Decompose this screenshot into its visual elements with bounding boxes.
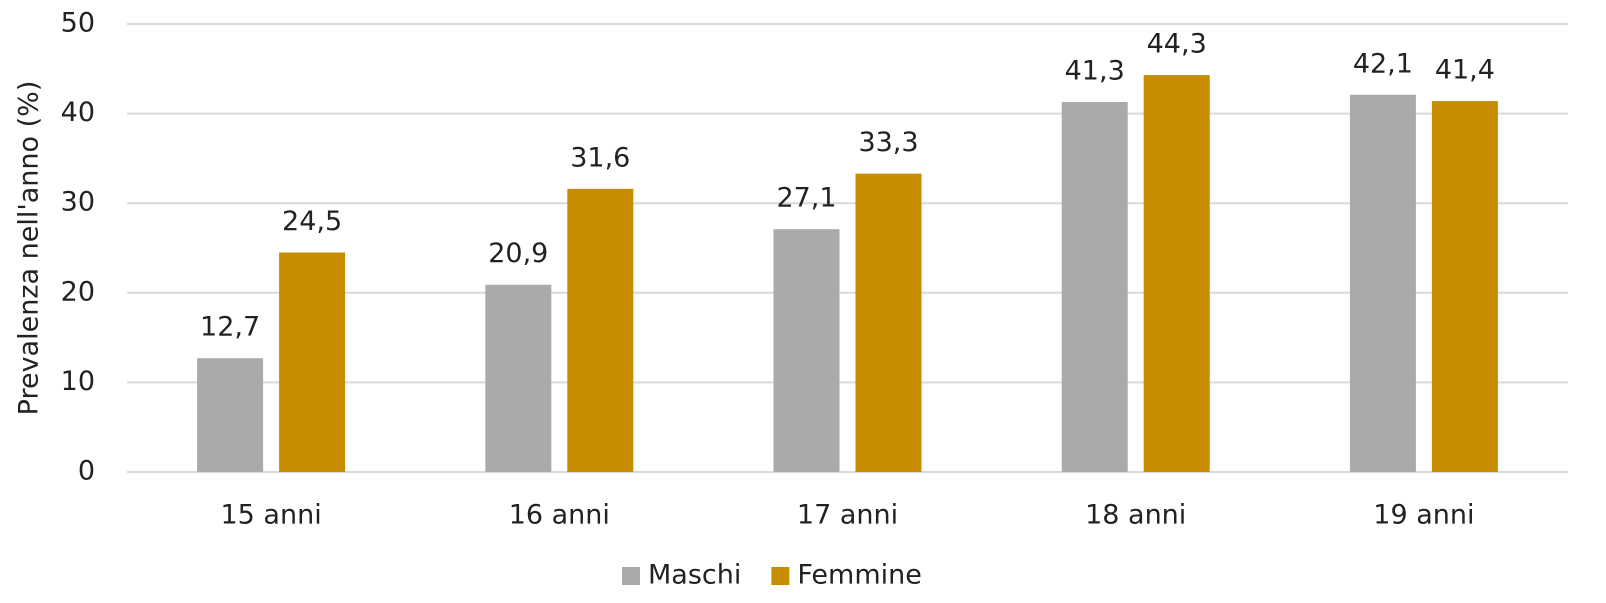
y-tick-label: 50 [61,8,95,39]
data-label: 31,6 [570,142,630,173]
data-label: 41,4 [1435,55,1495,86]
y-tick-label: 30 [61,187,95,218]
bar [855,173,922,472]
x-tick-label: 19 anni [1373,500,1474,531]
bar [279,252,346,472]
bar [485,284,552,472]
bar [197,358,264,472]
x-tick-label: 15 anni [220,500,321,531]
bar [1431,101,1498,472]
data-label: 27,1 [776,183,836,214]
bar [1143,75,1210,473]
legend-swatch [622,567,640,585]
legend-swatch [771,567,790,585]
bar [1349,94,1416,472]
legend-label: Maschi [648,560,741,591]
x-tick-label: 16 anni [509,500,610,531]
legend-label: Femmine [797,560,922,591]
data-label: 33,3 [858,127,918,158]
data-label: 12,7 [200,312,260,343]
data-label: 44,3 [1147,29,1207,60]
y-tick-label: 40 [61,97,95,128]
data-label: 20,9 [488,238,548,269]
data-label: 42,1 [1353,48,1413,79]
bar [567,188,634,472]
y-tick-label: 0 [78,456,95,487]
y-tick-label: 10 [61,366,95,397]
y-tick-label: 20 [61,276,95,307]
x-tick-label: 18 anni [1085,500,1186,531]
data-label: 24,5 [282,206,342,237]
y-axis-label: Prevalenza nell'anno (%) [14,81,45,416]
bar [1061,101,1128,473]
bar [773,229,840,472]
x-tick-label: 17 anni [797,500,898,531]
data-label: 41,3 [1065,55,1125,86]
